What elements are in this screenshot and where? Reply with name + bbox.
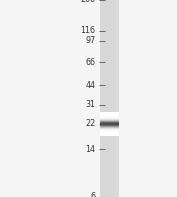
- Text: 31: 31: [86, 100, 96, 109]
- Text: 116: 116: [81, 26, 96, 35]
- Bar: [100, 0, 119, 197]
- Text: 6: 6: [91, 192, 96, 197]
- Text: 14: 14: [86, 145, 96, 154]
- Text: 44: 44: [86, 81, 96, 90]
- Text: 97: 97: [85, 36, 96, 45]
- Text: 200: 200: [81, 0, 96, 5]
- Text: 22: 22: [85, 120, 96, 128]
- Text: 66: 66: [86, 58, 96, 67]
